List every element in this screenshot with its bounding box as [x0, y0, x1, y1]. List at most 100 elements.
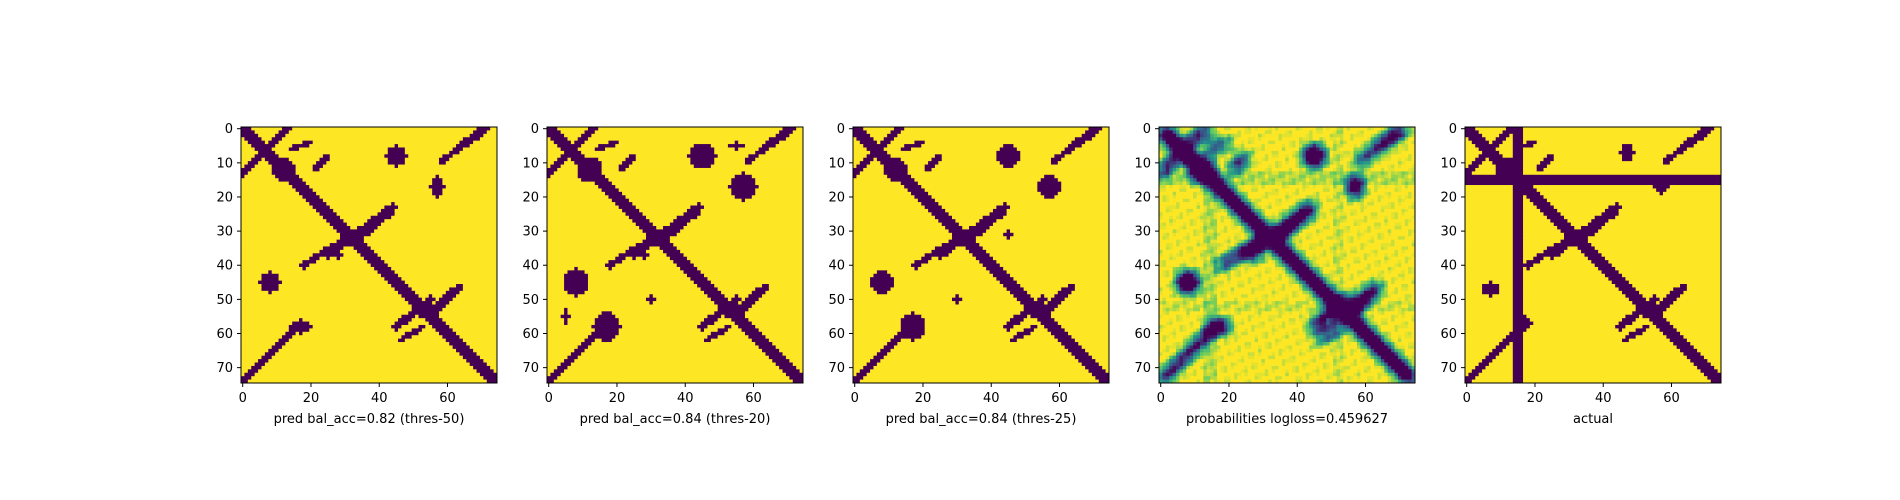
- heatmap-cell-run: [1176, 202, 1180, 206]
- heatmap-cell-run: [288, 181, 307, 186]
- heatmap-cell-run: [1268, 195, 1286, 200]
- heatmap-cell-run: [1322, 202, 1337, 206]
- heatmap-cell-run: [941, 256, 977, 261]
- heatmap-cell-run: [547, 253, 620, 258]
- heatmap-cell-run: [1391, 215, 1395, 220]
- heatmap-cell-run: [1257, 352, 1262, 357]
- heatmap-cell-run: [1336, 164, 1341, 169]
- heatmap-cell-run: [1350, 195, 1354, 200]
- heatmap-cell-run: [1230, 219, 1235, 223]
- heatmap-cell-run: [560, 164, 579, 169]
- heatmap-cell-run: [1404, 147, 1409, 152]
- heatmap-cell-run: [1285, 215, 1290, 220]
- heatmap-cell-run: [1271, 301, 1276, 305]
- heatmap-cell-run: [1387, 338, 1392, 343]
- heatmap-cell-run: [1339, 164, 1344, 169]
- heatmap-cell-run: [1213, 137, 1218, 142]
- heatmap-cell-run: [1257, 212, 1262, 217]
- heatmap-cell-run: [1288, 205, 1293, 210]
- heatmap-cell-run: [1162, 236, 1167, 241]
- heatmap-cell-run: [1404, 348, 1416, 353]
- heatmap-cell-run: [1281, 321, 1286, 326]
- heatmap-cell-run: [1275, 304, 1279, 309]
- heatmap-cell-run: [1165, 359, 1170, 363]
- heatmap-cell-run: [1257, 304, 1262, 309]
- heatmap-cell-run: [241, 270, 269, 275]
- heatmap-cell-run: [1169, 208, 1174, 213]
- heatmap-cell-run: [1343, 137, 1351, 142]
- heatmap-cell-run: [1206, 304, 1211, 309]
- heatmap-cell-run: [1408, 222, 1416, 227]
- heatmap-cell-run: [1217, 232, 1221, 237]
- heatmap-cell-run: [1322, 150, 1327, 155]
- heatmap-cell-run: [1380, 331, 1389, 336]
- heatmap-cell-run: [1172, 195, 1177, 200]
- heatmap-cell-run: [1244, 147, 1249, 152]
- heatmap-cell-run: [1227, 280, 1232, 285]
- heatmap-cell-run: [1336, 335, 1341, 340]
- heatmap-cell-run: [1336, 362, 1341, 367]
- heatmap-cell-run: [1339, 236, 1344, 241]
- heatmap-cell-run: [1176, 266, 1180, 271]
- heatmap-cell-run: [1336, 284, 1341, 288]
- heatmap-cell-run: [1302, 157, 1307, 162]
- heatmap-cell-run: [1391, 331, 1406, 336]
- heatmap-cell-run: [1326, 236, 1334, 241]
- heatmap-cell-run: [1401, 304, 1409, 309]
- heatmap-cell-run: [1356, 144, 1361, 148]
- heatmap-cell-run: [1312, 348, 1331, 353]
- heatmap-cell-run: [999, 161, 1018, 165]
- heatmap-cell-run: [900, 321, 926, 326]
- heatmap-cell-run: [1186, 222, 1191, 227]
- heatmap-cell-run: [1199, 188, 1204, 193]
- heatmap-cell-run: [1298, 174, 1307, 179]
- heatmap-cell-run: [1275, 301, 1279, 305]
- heatmap-cell-run: [683, 212, 701, 217]
- heatmap-cell-run: [1230, 171, 1235, 176]
- heatmap-cell-run: [1360, 372, 1378, 377]
- heatmap-cell-run: [1206, 314, 1211, 319]
- heatmap-cell-run: [1275, 294, 1286, 299]
- heatmap-cell-run: [1411, 178, 1416, 183]
- heatmap-cell-run: [1322, 154, 1327, 159]
- heatmap-cell-run: [1278, 150, 1293, 155]
- heatmap-cell-run: [1220, 314, 1225, 319]
- heatmap-cell-run: [1350, 127, 1368, 131]
- heatmap-cell-run: [1247, 174, 1252, 179]
- heatmap-cell-run: [241, 188, 297, 193]
- heatmap-cell-run: [853, 294, 956, 299]
- heatmap-cell-run: [1387, 253, 1392, 258]
- heatmap-cell-run: [1162, 297, 1167, 302]
- heatmap-cell-run: [1013, 324, 1031, 329]
- heatmap-cell-run: [1074, 284, 1110, 288]
- heatmap-cell-run: [1240, 161, 1245, 165]
- heatmap-cell-run: [1380, 171, 1385, 176]
- heatmap-cell-run: [1312, 335, 1317, 340]
- heatmap-cell-run: [1203, 290, 1208, 295]
- heatmap-cell-run: [1302, 331, 1307, 336]
- heatmap-cell-run: [1288, 345, 1293, 350]
- heatmap-cell-run: [1081, 345, 1110, 350]
- heatmap-cell-run: [1223, 243, 1228, 247]
- heatmap-cell-run: [1240, 181, 1245, 186]
- heatmap-cell-run: [1346, 256, 1354, 261]
- heatmap-cell-run: [254, 362, 266, 367]
- heatmap-cell-run: [404, 280, 498, 285]
- heatmap-cell-run: [1360, 208, 1365, 213]
- heatmap-cell-run: [628, 164, 695, 169]
- heatmap-cell-run: [1237, 243, 1242, 247]
- heatmap-cell-run: [1285, 157, 1290, 162]
- heatmap-cell-run: [1054, 154, 1066, 159]
- heatmap-cell-run: [1295, 280, 1300, 285]
- heatmap-cell-run: [1411, 359, 1416, 363]
- heatmap-cell-run: [1203, 321, 1208, 326]
- heatmap-cell-run: [1220, 133, 1225, 138]
- heatmap-cell-run: [1411, 157, 1416, 162]
- heatmap-cell-run: [1217, 208, 1221, 213]
- heatmap-cell-run: [247, 369, 259, 374]
- heatmap-cell-run: [1271, 345, 1286, 350]
- heatmap-cell-run: [1271, 324, 1276, 329]
- heatmap-cell-run: [1169, 185, 1174, 189]
- heatmap-cell-run: [1387, 154, 1392, 159]
- heatmap-cell-run: [1346, 195, 1351, 200]
